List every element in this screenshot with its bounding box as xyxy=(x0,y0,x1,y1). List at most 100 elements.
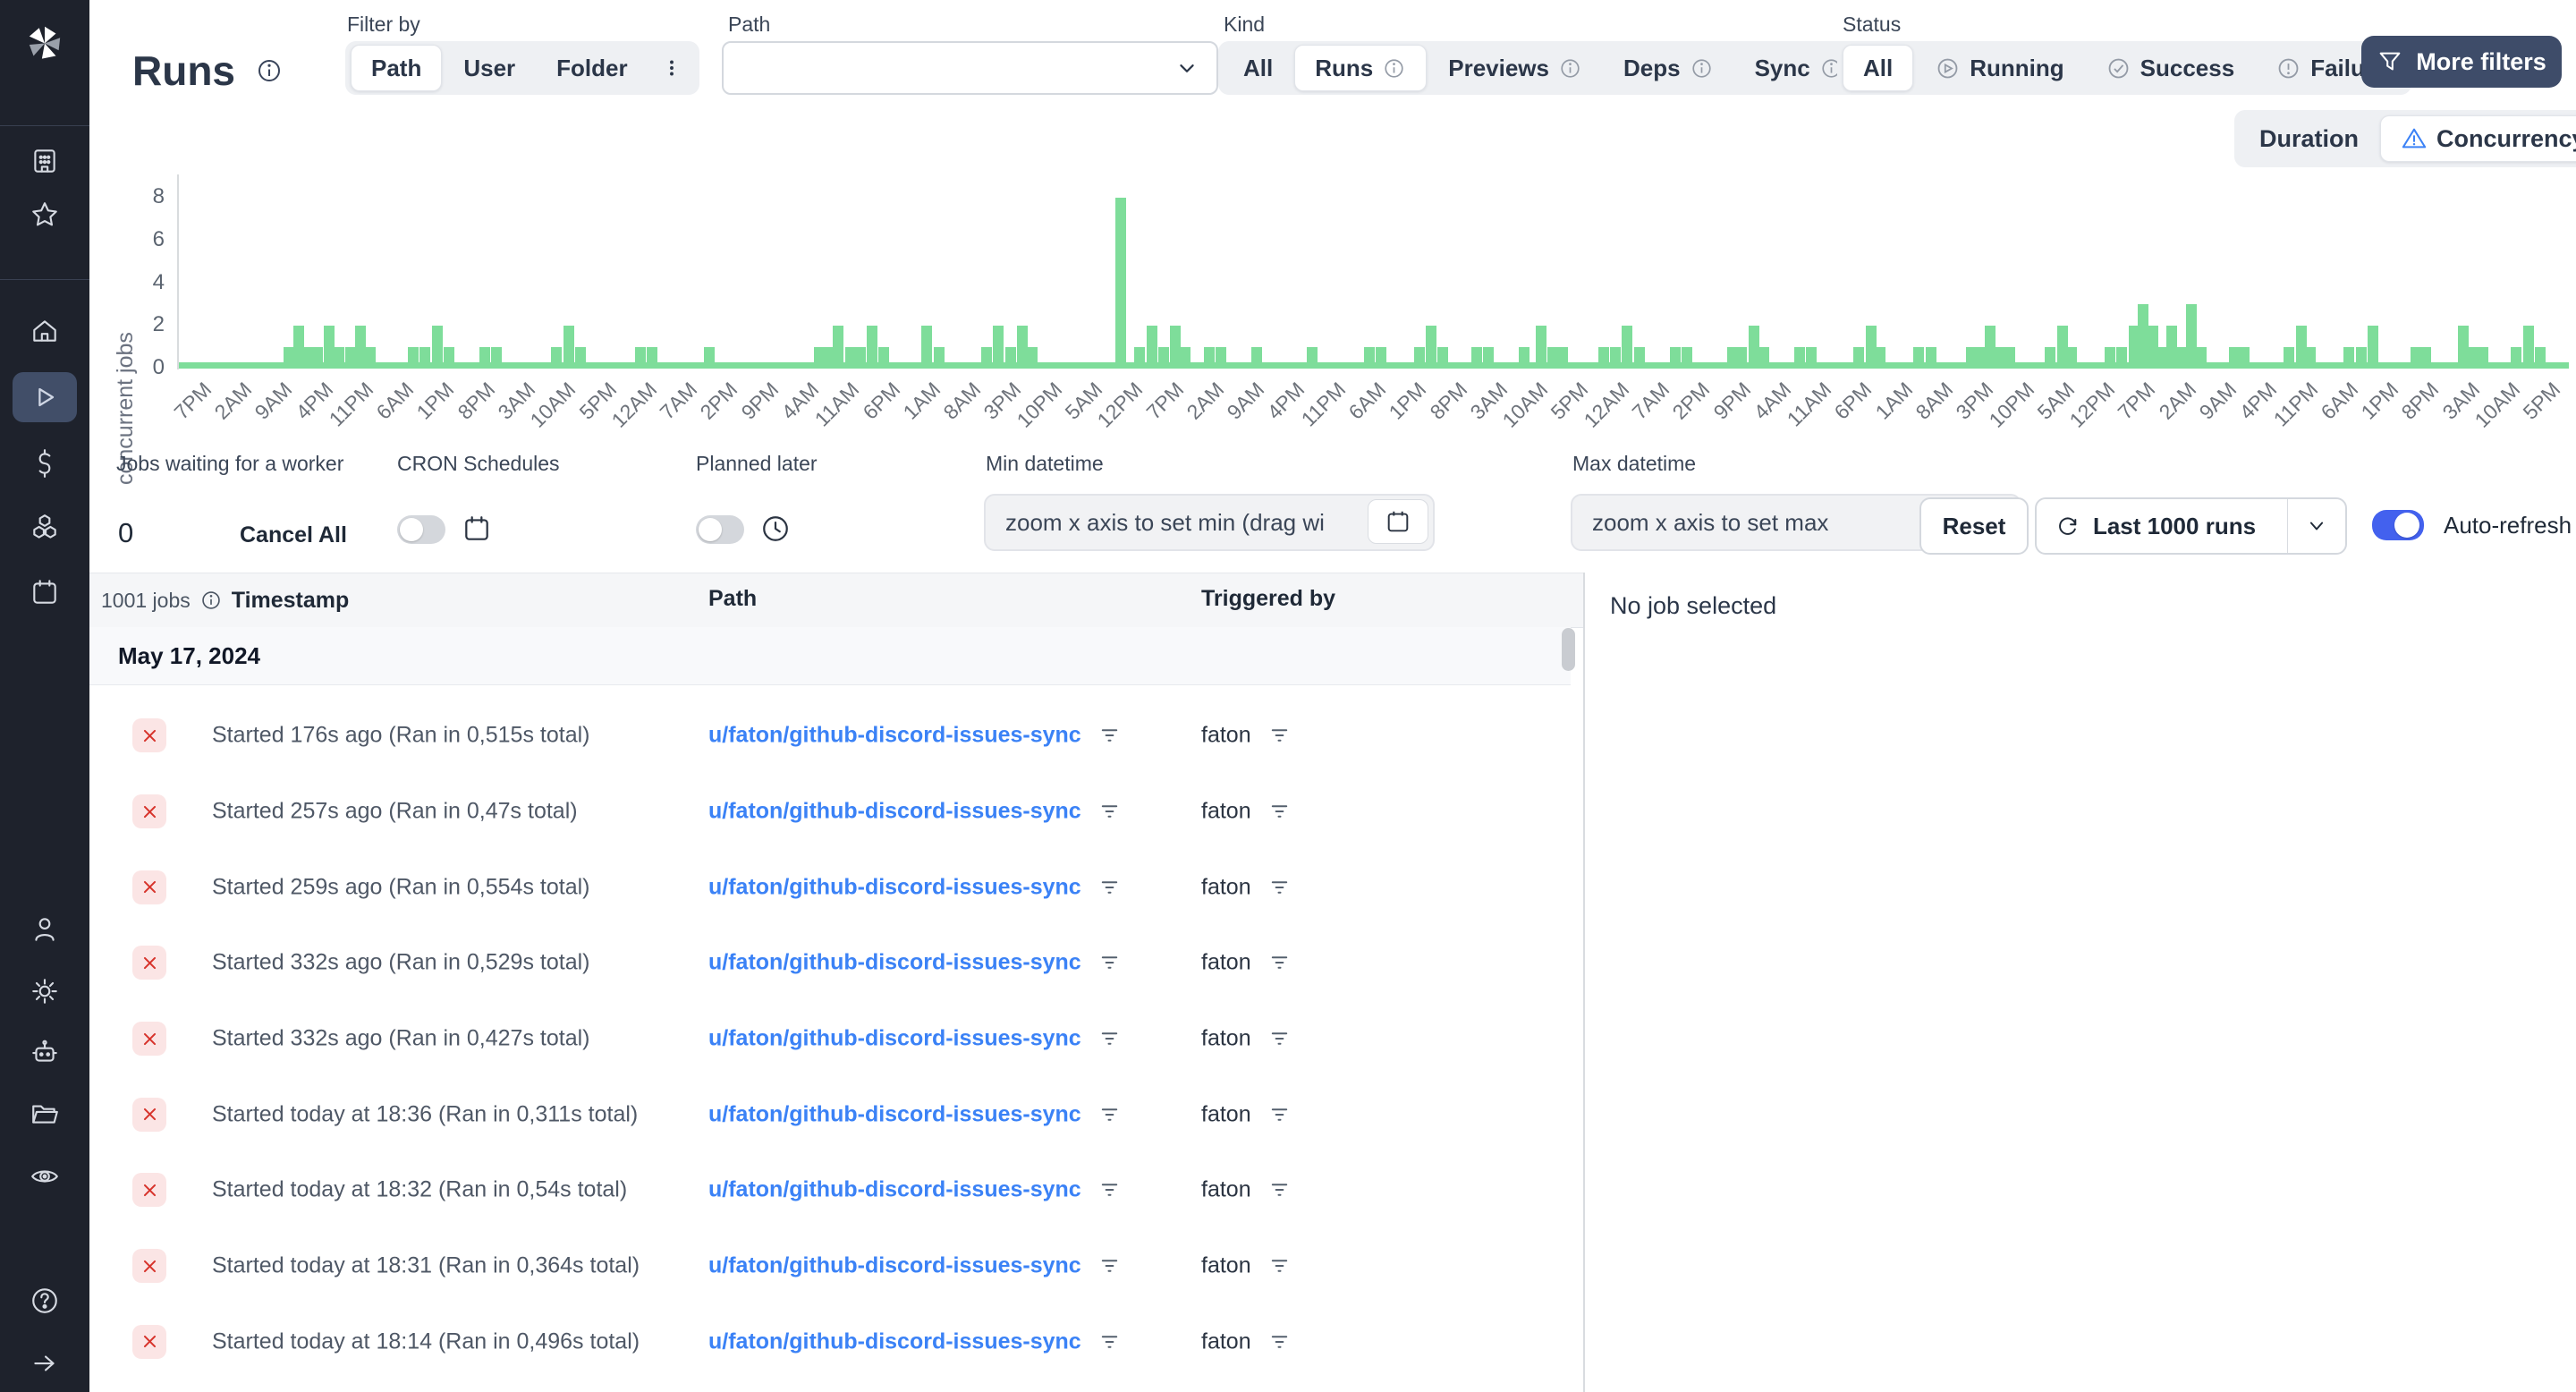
chart-bar xyxy=(833,326,844,369)
filter-by-user-icon[interactable] xyxy=(1269,1029,1290,1049)
sidebar-item-runs[interactable] xyxy=(29,381,61,413)
runs-limit-chevron[interactable] xyxy=(2287,499,2345,553)
filter-by-more-menu[interactable] xyxy=(649,47,694,89)
planned-later-toggle[interactable] xyxy=(696,515,744,544)
runs-limit-main[interactable]: Last 1000 runs xyxy=(2037,499,2275,553)
status-segmented-control: All Running Success Failure xyxy=(1837,41,2412,95)
filter-by-user-icon[interactable] xyxy=(1269,953,1290,973)
chart-bar xyxy=(1995,347,2006,369)
sidebar-item-help[interactable] xyxy=(29,1285,61,1317)
chart-bar xyxy=(1519,347,1530,369)
table-row[interactable]: Started today at 18:31 (Ran in 0,364s to… xyxy=(89,1228,1583,1304)
kind-sync[interactable]: Sync xyxy=(1735,47,1863,89)
chart-plot-area[interactable] xyxy=(179,174,2569,369)
run-path-link[interactable]: u/faton/github-discord-issues-sync xyxy=(708,874,1081,900)
filter-by-path-icon[interactable] xyxy=(1099,726,1120,746)
status-success[interactable]: Success xyxy=(2086,47,2255,89)
view-toggle-duration[interactable]: Duration xyxy=(2259,124,2359,152)
filter-by-user-icon[interactable] xyxy=(1269,802,1290,822)
sidebar-item-schedules[interactable] xyxy=(29,576,61,608)
chart-bar xyxy=(1736,347,1748,369)
sidebar-item-home[interactable] xyxy=(29,315,61,347)
chart-bar xyxy=(345,347,357,369)
filter-by-path-icon[interactable] xyxy=(1099,1331,1120,1352)
chart-bar xyxy=(551,347,563,369)
kind-runs[interactable]: Runs xyxy=(1294,45,1428,91)
cancel-all-button[interactable]: Cancel All xyxy=(240,522,347,547)
run-path-link[interactable]: u/faton/github-discord-issues-sync xyxy=(708,1101,1081,1127)
sidebar-item-folders[interactable] xyxy=(29,1098,61,1130)
filter-by-path-icon[interactable] xyxy=(1099,953,1120,973)
table-row[interactable]: Started 332s ago (Ran in 0,529s total) u/… xyxy=(89,925,1583,1001)
filter-by-user-icon[interactable] xyxy=(1269,726,1290,746)
sidebar-item-users[interactable] xyxy=(29,913,61,946)
table-row[interactable]: Started 259s ago (Ran in 0,554s total) u/… xyxy=(89,849,1583,925)
filter-by-user-icon[interactable] xyxy=(1269,1256,1290,1277)
run-path-link[interactable]: u/faton/github-discord-issues-sync xyxy=(708,1252,1081,1278)
sidebar-item-audit-logs[interactable] xyxy=(29,1160,61,1193)
chart-bar xyxy=(844,347,856,369)
cron-schedules-toggle[interactable] xyxy=(397,515,445,544)
filter-by-user-icon[interactable] xyxy=(1269,1104,1290,1125)
filter-by-folder[interactable]: Folder xyxy=(556,54,628,81)
jobs-waiting-label: Jobs waiting for a worker xyxy=(116,452,344,475)
info-icon[interactable] xyxy=(255,56,284,85)
run-timestamp: Started today at 18:36 (Ran in 0,311s to… xyxy=(212,1101,639,1127)
sidebar-item-resources[interactable] xyxy=(29,512,61,544)
filter-by-path-icon[interactable] xyxy=(1099,1029,1120,1049)
chart-bar xyxy=(2305,347,2317,369)
chart-bar xyxy=(292,326,304,369)
min-datetime-input[interactable] xyxy=(986,496,1433,549)
table-row[interactable]: Started today at 18:14 (Ran in 0,496s to… xyxy=(89,1304,1583,1380)
min-datetime-calendar-button[interactable] xyxy=(1368,499,1428,544)
sidebar-expand-arrow-icon[interactable] xyxy=(29,1347,61,1379)
filter-by-path-icon[interactable] xyxy=(1099,1256,1120,1277)
filter-by-user[interactable]: User xyxy=(463,54,516,81)
run-path-link[interactable]: u/faton/github-discord-issues-sync xyxy=(708,798,1081,824)
chart-bar xyxy=(647,347,658,369)
run-timestamp: Started today at 18:32 (Ran in 0,54s tot… xyxy=(212,1176,628,1202)
run-path-link[interactable]: u/faton/github-discord-issues-sync xyxy=(708,1176,1081,1202)
view-toggle-concurrency[interactable]: Concurrency xyxy=(2380,115,2576,162)
windmill-logo-icon[interactable] xyxy=(21,21,68,68)
chart-bar xyxy=(1114,198,1126,369)
date-group-row: May 17, 2024 xyxy=(89,627,1571,685)
filter-by-path[interactable]: Path xyxy=(351,45,443,91)
filter-by-user-icon[interactable] xyxy=(1269,877,1290,897)
filter-by-path-icon[interactable] xyxy=(1099,1180,1120,1201)
sidebar-item-variables[interactable] xyxy=(29,447,61,480)
info-icon[interactable] xyxy=(199,589,223,612)
column-header-timestamp: Timestamp xyxy=(231,587,350,613)
sidebar-item-workers[interactable] xyxy=(29,1037,61,1069)
run-path-link[interactable]: u/faton/github-discord-issues-sync xyxy=(708,1025,1081,1051)
table-row[interactable]: Started 176s ago (Ran in 0,515s total) u/… xyxy=(89,698,1583,774)
table-row[interactable]: Started 257s ago (Ran in 0,47s total) u/f… xyxy=(89,774,1583,850)
failure-status-icon xyxy=(132,718,166,753)
run-path-link[interactable]: u/faton/github-discord-issues-sync xyxy=(708,949,1081,975)
run-path-link[interactable]: u/faton/github-discord-issues-sync xyxy=(708,1328,1081,1354)
more-filters-button[interactable]: More filters xyxy=(2361,36,2562,88)
kind-deps[interactable]: Deps xyxy=(1604,47,1733,89)
kind-all[interactable]: All xyxy=(1243,54,1274,81)
filter-by-path-icon[interactable] xyxy=(1099,1104,1120,1125)
reset-button[interactable]: Reset xyxy=(1919,497,2029,555)
path-filter-dropdown[interactable] xyxy=(722,41,1218,95)
status-all[interactable]: All xyxy=(1843,45,1914,91)
table-row[interactable]: Started today at 18:32 (Ran in 0,54s tot… xyxy=(89,1152,1583,1228)
auto-refresh-toggle[interactable] xyxy=(2372,510,2424,540)
run-path-link[interactable]: u/faton/github-discord-issues-sync xyxy=(708,722,1081,748)
sidebar-item-settings[interactable] xyxy=(29,975,61,1007)
sidebar-item-favorites[interactable] xyxy=(29,199,61,231)
sidebar-item-workspace[interactable] xyxy=(29,145,61,177)
table-row[interactable]: Started today at 18:36 (Ran in 0,311s to… xyxy=(89,1076,1583,1152)
chart-bar xyxy=(1975,347,1987,369)
filter-by-path-icon[interactable] xyxy=(1099,877,1120,897)
filter-by-path-icon[interactable] xyxy=(1099,802,1120,822)
chart-bar xyxy=(355,326,367,369)
status-running[interactable]: Running xyxy=(1915,47,2083,89)
table-scrollbar-thumb[interactable] xyxy=(1562,628,1575,671)
filter-by-user-icon[interactable] xyxy=(1269,1180,1290,1201)
filter-by-user-icon[interactable] xyxy=(1269,1331,1290,1352)
table-row[interactable]: Started 332s ago (Ran in 0,427s total) u/… xyxy=(89,1001,1583,1077)
kind-previews[interactable]: Previews xyxy=(1428,47,1602,89)
